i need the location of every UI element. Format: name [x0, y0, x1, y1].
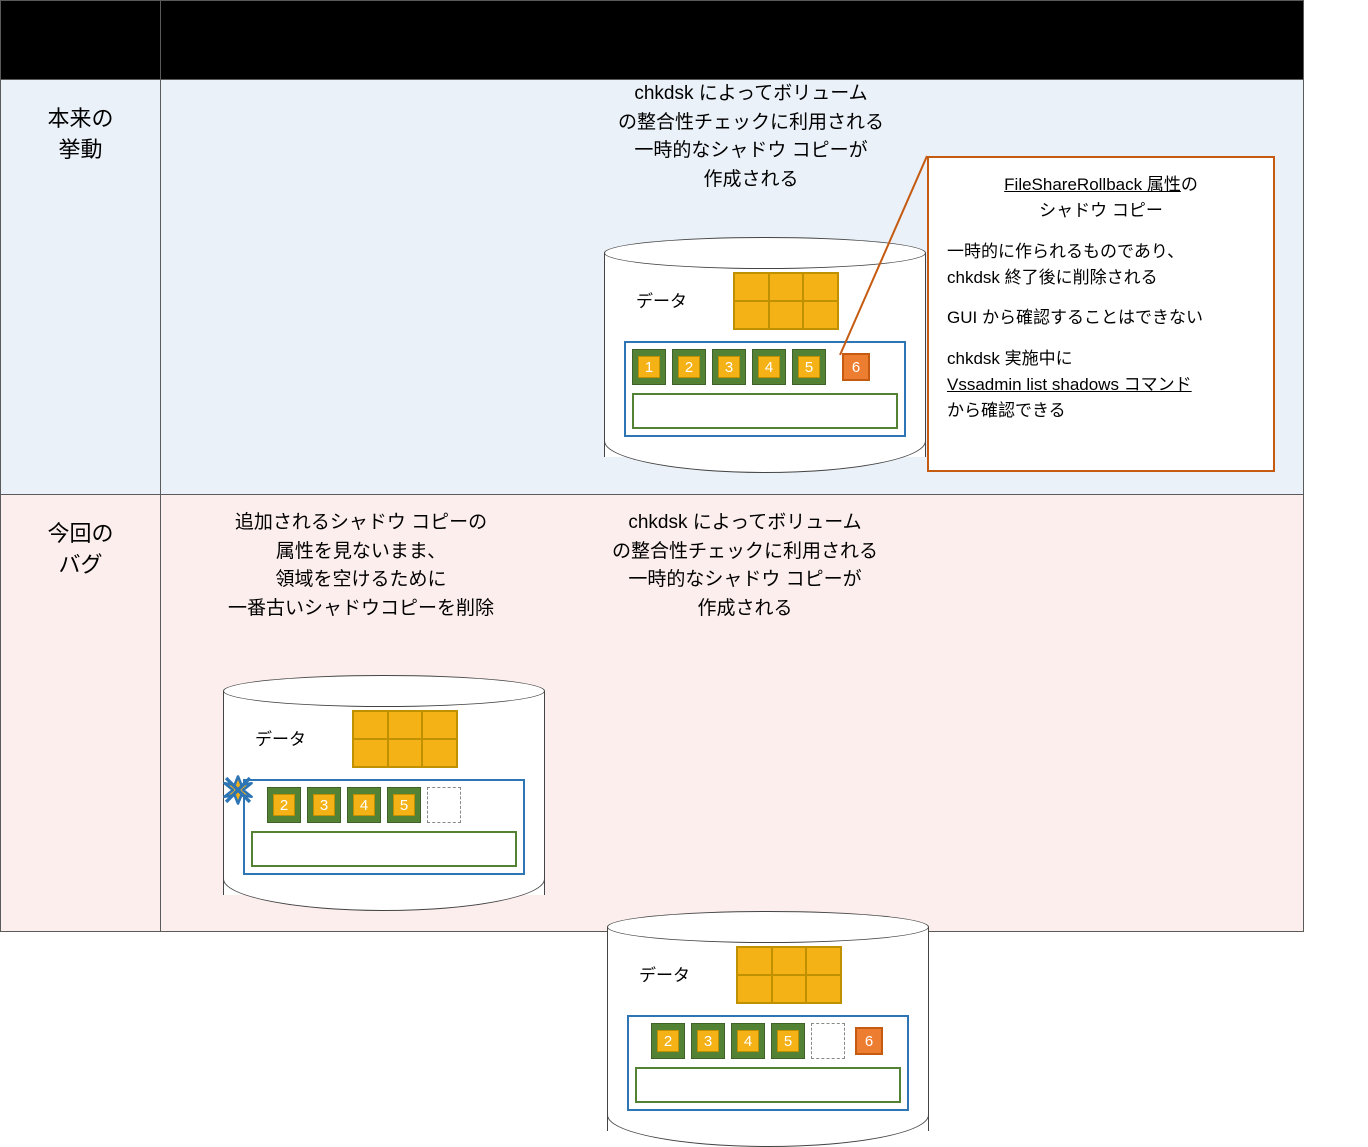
temp-shadow-copy: 6 [842, 353, 870, 381]
row-content-bug: 追加されるシャドウ コピーの 属性を見ないまま、 領域を空けるために 一番古いシ… [161, 495, 1303, 931]
cylinder-row2-left: データ 2345 [223, 675, 545, 911]
row-label-text: 今回の バグ [47, 519, 113, 581]
shadow-copy-slot: 3 [691, 1023, 725, 1059]
callout-subtitle: シャドウ コピー [1039, 201, 1163, 220]
free-space-box [251, 831, 517, 867]
caption-text: chkdsk によってボリューム の整合性チェックに利用される 一時的なシャドウ… [575, 509, 915, 623]
shadow-copy-number: 2 [657, 1030, 679, 1052]
data-block-grid [353, 711, 457, 767]
callout-box: FileShareRollback 属性の シャドウ コピー 一時的に作られるも… [927, 156, 1275, 472]
free-space-box [632, 393, 898, 429]
delete-cross-icon [221, 773, 255, 807]
cylinder-row2-right: データ 2345 6 [607, 911, 929, 1147]
shadow-copy-number: 2 [273, 794, 295, 816]
shadow-copy-slot: 4 [752, 349, 786, 385]
shadow-copy-number: 5 [777, 1030, 799, 1052]
shadow-copy-number: 1 [638, 356, 660, 378]
callout-p2a: 一時的に作られるものであり、 [947, 239, 1255, 265]
shadow-copy-slot: 5 [387, 787, 421, 823]
shadow-copy-slot: 2 [651, 1023, 685, 1059]
callout-p4b: Vssadmin list shadows コマンド [947, 375, 1192, 394]
shadow-copy-slot: 5 [771, 1023, 805, 1059]
callout-p4a: chkdsk 実施中に [947, 346, 1255, 372]
shadow-copy-number: 3 [697, 1030, 719, 1052]
caption-text: 追加されるシャドウ コピーの 属性を見ないまま、 領域を空けるために 一番古いシ… [191, 509, 531, 623]
callout-p2b: chkdsk 終了後に削除される [947, 265, 1255, 291]
cylinder-row1: データ 123456 [604, 237, 926, 473]
row-bug: 今回の バグ 追加されるシャドウ コピーの 属性を見ないまま、 領域を空けるため… [1, 495, 1303, 931]
shadow-copy-slot: 4 [347, 787, 381, 823]
data-block-grid [734, 273, 838, 329]
row-content-expected: chkdsk によってボリューム の整合性チェックに利用される 一時的なシャドウ… [161, 80, 1303, 494]
shadow-copy-slot: 4 [731, 1023, 765, 1059]
shadow-copy-slot: 3 [307, 787, 341, 823]
comparison-table: 本来の 挙動 chkdsk によってボリューム の整合性チェックに利用される 一… [0, 0, 1304, 932]
shadow-copy-number: 3 [718, 356, 740, 378]
shadow-copy-slot: 3 [712, 349, 746, 385]
callout-title-u: FileShareRollback 属性 [1004, 175, 1181, 194]
shadow-copy-number: 5 [393, 794, 415, 816]
shadow-copy-slot: 2 [672, 349, 706, 385]
shadow-copy-number: 4 [758, 356, 780, 378]
shadow-copy-slot: 5 [792, 349, 826, 385]
shadow-copy-slot: 1 [632, 349, 666, 385]
data-block-grid [737, 947, 841, 1003]
shadow-copy-number: 2 [678, 356, 700, 378]
callout-p3: GUI から確認することはできない [947, 305, 1255, 331]
caption-row2-left: 追加されるシャドウ コピーの 属性を見ないまま、 領域を空けるために 一番古いシ… [191, 509, 531, 623]
shadow-copy-slot: 2 [267, 787, 301, 823]
caption-row2-right: chkdsk によってボリューム の整合性チェックに利用される 一時的なシャドウ… [575, 509, 915, 623]
callout-p4c: から確認できる [947, 398, 1255, 424]
callout-title-suffix: の [1181, 175, 1198, 194]
empty-slot [427, 787, 461, 823]
header-body [161, 1, 1303, 79]
temp-shadow-copy: 6 [855, 1027, 883, 1055]
shadow-copy-number: 4 [353, 794, 375, 816]
shadow-copy-number: 3 [313, 794, 335, 816]
caption-row1: chkdsk によってボリューム の整合性チェックに利用される 一時的なシャドウ… [591, 80, 911, 194]
shadow-copy-number: 4 [737, 1030, 759, 1052]
row-expected: 本来の 挙動 chkdsk によってボリューム の整合性チェックに利用される 一… [1, 80, 1303, 495]
data-label: データ [636, 287, 687, 312]
shadow-copy-number: 5 [798, 356, 820, 378]
table-header-row [1, 1, 1303, 80]
free-space-box [635, 1067, 901, 1103]
header-corner [1, 1, 161, 79]
data-label: データ [639, 961, 690, 986]
row-label-expected: 本来の 挙動 [1, 80, 161, 494]
caption-text: chkdsk によってボリューム の整合性チェックに利用される 一時的なシャドウ… [591, 80, 911, 194]
row-label-bug: 今回の バグ [1, 495, 161, 931]
row-label-text: 本来の 挙動 [47, 104, 113, 166]
empty-slot [811, 1023, 845, 1059]
data-label: データ [255, 725, 306, 750]
